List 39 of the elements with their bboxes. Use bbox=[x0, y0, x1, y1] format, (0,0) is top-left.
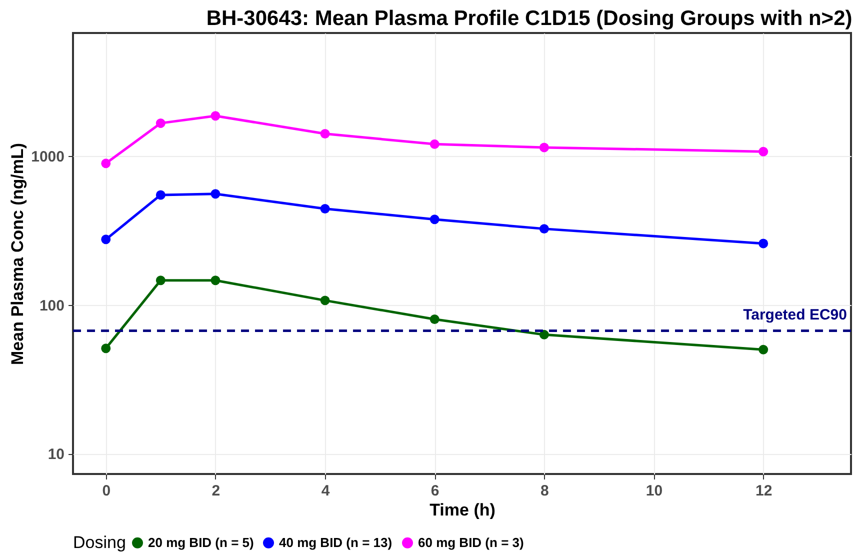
chart-title: BH-30643: Mean Plasma Profile C1D15 (Dosing Groups with n>2) bbox=[206, 7, 852, 30]
point bbox=[539, 330, 549, 340]
point bbox=[210, 111, 220, 121]
point bbox=[758, 238, 768, 248]
x-tick-label: 12 bbox=[755, 482, 772, 500]
point bbox=[101, 234, 111, 244]
point bbox=[210, 189, 220, 199]
x-tick-label: 8 bbox=[540, 482, 549, 500]
y-tick-label: 10 bbox=[48, 446, 64, 464]
point bbox=[758, 344, 768, 354]
legend-title: Dosing bbox=[73, 533, 126, 552]
x-tick-label: 4 bbox=[321, 482, 330, 500]
legend-label: 40 mg BID (n = 13) bbox=[279, 534, 392, 550]
x-tick-label: 6 bbox=[430, 482, 440, 500]
point bbox=[156, 276, 166, 286]
point bbox=[320, 296, 330, 306]
point bbox=[430, 214, 440, 224]
point bbox=[101, 344, 111, 354]
x-tick-label: 2 bbox=[212, 482, 220, 500]
x-tick-label: 0 bbox=[102, 482, 111, 500]
x-axis-title: Time (h) bbox=[430, 500, 496, 520]
x-tick-label: 10 bbox=[646, 482, 663, 500]
point bbox=[539, 142, 549, 152]
point bbox=[430, 139, 440, 149]
legend-label: 60 mg BID (n = 3) bbox=[418, 534, 524, 550]
y-tick-label: 100 bbox=[39, 297, 64, 314]
point bbox=[430, 314, 440, 324]
point bbox=[101, 158, 111, 168]
point bbox=[156, 190, 166, 200]
point bbox=[758, 146, 768, 156]
point bbox=[156, 118, 166, 128]
legend-label: 20 mg BID (n = 5) bbox=[148, 534, 254, 550]
point bbox=[539, 224, 549, 234]
y-tick-label: 1000 bbox=[31, 148, 64, 166]
y-axis-title: Mean Plasma Conc (ng/mL) bbox=[8, 143, 28, 365]
point bbox=[320, 129, 330, 138]
ref-line-label: Targeted EC90 bbox=[743, 306, 847, 324]
point bbox=[210, 276, 220, 286]
point bbox=[320, 204, 330, 214]
